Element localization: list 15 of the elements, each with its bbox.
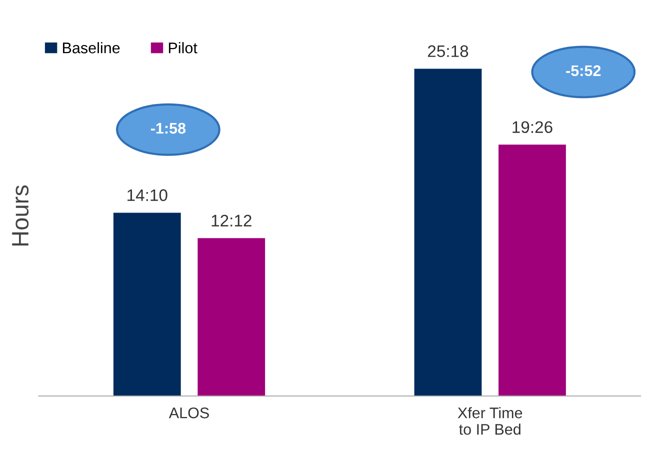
bar [498,144,566,396]
bar [113,212,181,396]
y-axis-title: Hours [12,185,29,246]
x-tick-label: ALOS [168,408,209,418]
legend-label: Baseline [62,42,120,54]
annotation: -1:58 [150,122,186,134]
legend-label: Pilot [168,42,198,54]
data-label: 12:12 [212,214,252,226]
bar [198,238,266,396]
data-label: 19:26 [512,121,552,134]
data-label: 14:10 [128,189,168,202]
x-tick-label: Xfer Time to IP Bed [458,407,522,435]
data-label: 25:18 [428,45,468,58]
annotation: -5:52 [566,65,601,76]
bar [414,68,482,396]
